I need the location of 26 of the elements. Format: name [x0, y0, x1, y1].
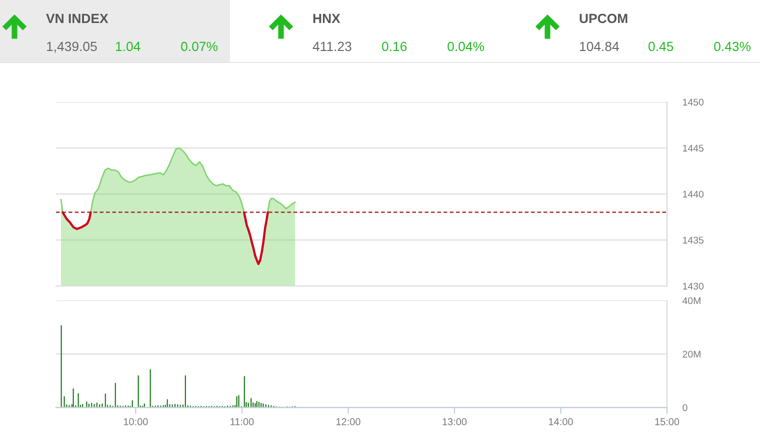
y-tick-label: 20M [682, 350, 700, 358]
x-tick-label: 10:00 [124, 418, 148, 426]
text: 0.16 [382, 42, 407, 52]
y-tick-label: 1440 [683, 190, 704, 198]
x-tick-label: 14:00 [548, 418, 573, 426]
x-tick-label: 11:00 [230, 418, 254, 426]
x-tick-label: 12:00 [336, 418, 360, 426]
text: HNX [313, 14, 340, 23]
y-tick-label: 0 [682, 404, 688, 412]
text: 0.04% [448, 42, 484, 52]
x-tick-label: 13:00 [442, 418, 467, 426]
text: VN INDEX [46, 14, 108, 23]
text: 0.07% [181, 42, 218, 52]
y-tick-label: 40M [682, 297, 700, 304]
text: 1.04 [116, 42, 140, 52]
y-tick-label: 1435 [683, 236, 704, 244]
text: 1,439.05 [47, 42, 97, 53]
y-tick-label: 1445 [683, 144, 704, 152]
text: 0.43% [714, 42, 751, 52]
y-tick-label: 1430 [683, 282, 704, 290]
text: 104.84 [580, 42, 619, 52]
text: UPCOM [580, 14, 628, 24]
x-tick-label: 15:00 [655, 418, 680, 426]
y-tick-label: 1450 [683, 98, 704, 106]
text: 411.23 [312, 42, 352, 52]
text: 0.45 [648, 42, 674, 52]
